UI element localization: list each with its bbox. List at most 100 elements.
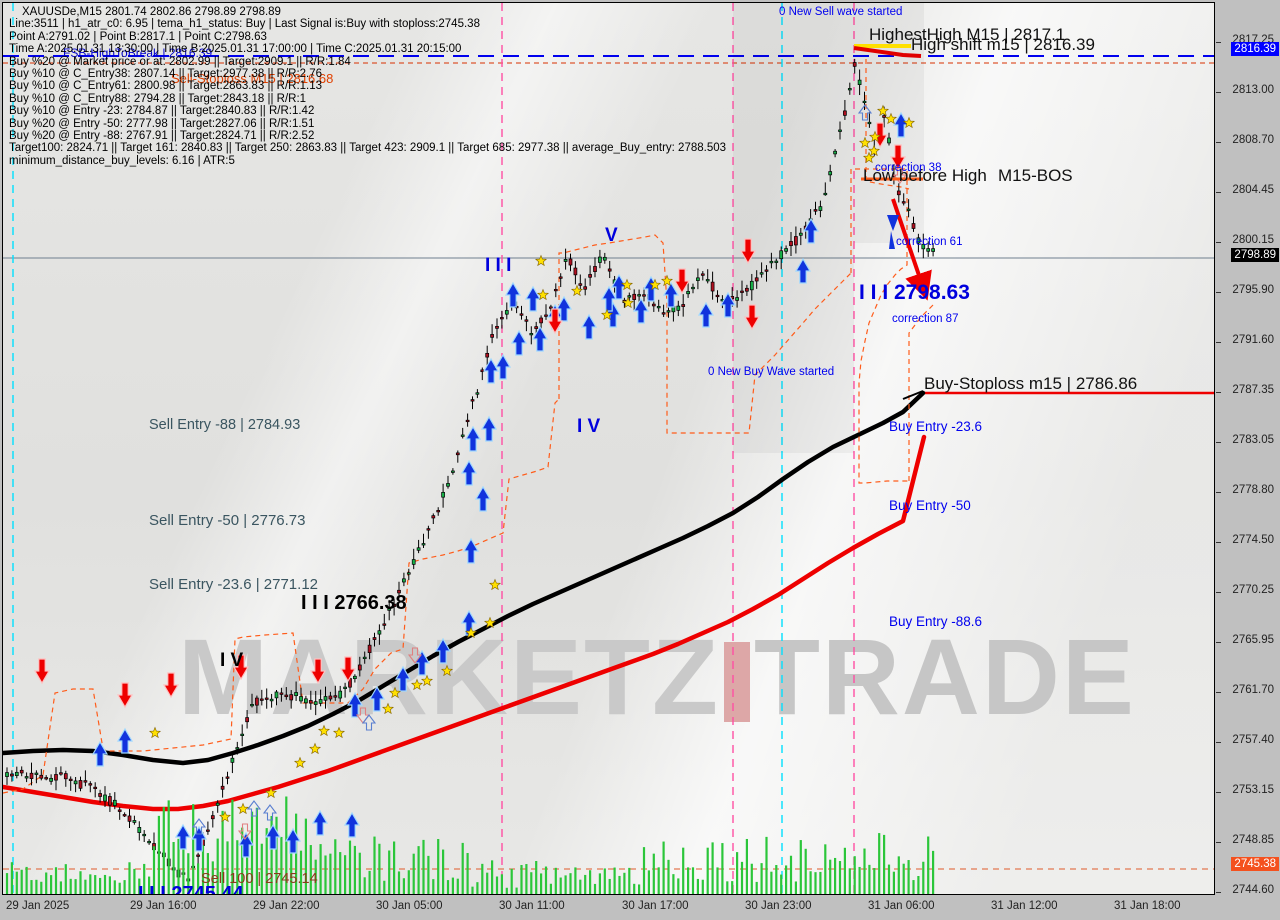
candle-body xyxy=(39,774,44,779)
candle-body xyxy=(544,314,548,317)
price-axis-tick xyxy=(1216,642,1221,643)
candle-body xyxy=(735,297,739,301)
candle-body xyxy=(500,317,504,320)
candle-body xyxy=(867,121,872,125)
candle-body xyxy=(740,290,744,293)
candle-body xyxy=(24,776,29,779)
star-marker-icon xyxy=(293,756,307,769)
chart-graphics xyxy=(3,3,1214,894)
candle-body xyxy=(789,241,793,247)
correction-87-arrow xyxy=(891,198,932,301)
candle-body xyxy=(225,776,230,779)
wave-label-iv-mid: I V xyxy=(577,416,601,437)
price-axis-label: 2748.85 xyxy=(1232,834,1274,846)
candle-body xyxy=(460,434,465,437)
star-marker-icon xyxy=(876,104,890,117)
price-axis-tick xyxy=(1216,142,1221,143)
info-line-4: Buy %10 @ C_Entry38: 2807.14 || Target:2… xyxy=(9,68,323,81)
candle-body xyxy=(843,110,847,116)
time-axis-label: 31 Jan 12:00 xyxy=(991,900,1058,912)
candle-body xyxy=(416,547,421,551)
candle-body xyxy=(44,777,49,780)
new-buy-wave-label: 0 New Buy Wave started xyxy=(708,366,835,378)
candle-body xyxy=(828,171,833,176)
candle-body xyxy=(436,510,441,513)
star-marker-icon xyxy=(483,616,497,629)
candle-body xyxy=(230,757,235,763)
buy-arrow-icon xyxy=(460,459,478,486)
time-axis-label: 29 Jan 16:00 xyxy=(130,900,197,912)
buy-signal-outline-icon xyxy=(857,104,873,121)
price-axis-label: 2804.45 xyxy=(1232,184,1274,196)
buy-arrow-icon xyxy=(394,665,412,692)
candle-body xyxy=(147,840,151,844)
time-axis[interactable]: 29 Jan 2025 29 Jan 16:00 29 Jan 22:00 30 Ja… xyxy=(0,896,1280,920)
high-shift-line xyxy=(853,46,922,58)
candle-body xyxy=(754,277,759,282)
star-marker-icon xyxy=(600,308,614,321)
price-axis-label: 2783.05 xyxy=(1232,434,1274,446)
candle-body xyxy=(83,780,88,783)
price-axis-tick xyxy=(1216,742,1221,743)
correction-61-up-arrow xyxy=(887,215,899,231)
time-axis-label: 31 Jan 18:00 xyxy=(1114,900,1181,912)
star-marker-icon xyxy=(488,578,502,591)
volume-series xyxy=(5,796,935,894)
price-axis-tick xyxy=(1216,892,1221,893)
price-axis-tick xyxy=(1216,392,1221,393)
watermark-separator xyxy=(723,642,750,722)
info-line-0: Line:3511 | h1_atr_c0: 6.95 | tema_h1_st… xyxy=(9,18,480,31)
price-axis-tick xyxy=(1216,342,1221,343)
price-axis-tick xyxy=(1216,442,1221,443)
star-marker-icon xyxy=(381,702,395,715)
candle-body xyxy=(255,697,259,706)
candle-body xyxy=(495,325,499,329)
candle-body xyxy=(696,277,700,281)
candle-body xyxy=(833,150,837,155)
correction-38-label: correction 38 xyxy=(875,162,942,174)
price-axis[interactable]: 2817.25 2813.00 2808.70 2804.45 2800.15 2795.… xyxy=(1216,0,1280,896)
candle-body xyxy=(926,248,931,252)
buy-arrow-icon xyxy=(580,313,598,340)
star-marker-icon xyxy=(621,296,635,309)
star-marker-icon xyxy=(858,136,872,149)
new-sell-wave-label: 0 New Sell wave started xyxy=(779,6,903,18)
candle-body xyxy=(304,698,308,704)
price-axis-tick xyxy=(1216,692,1221,693)
buy-arrow-icon xyxy=(642,275,660,302)
candle-body xyxy=(607,268,612,272)
price-chart-canvas[interactable]: MARKETZ TRADE xyxy=(2,2,1215,895)
buy-arrow-icon xyxy=(284,827,302,854)
high-shift-label: High shift m15 | 2816.39 xyxy=(911,35,1095,54)
buy-arrow-icon xyxy=(632,297,650,324)
candle-body xyxy=(259,698,264,701)
candle-body xyxy=(387,608,392,611)
candle-body xyxy=(882,115,886,118)
candle-body xyxy=(367,644,372,653)
candle-body xyxy=(651,303,656,307)
correction-61-label: correction 61 xyxy=(896,236,963,248)
candle-body xyxy=(661,312,666,315)
price-axis-label: 2813.00 xyxy=(1232,84,1274,96)
buy-arrow-icon xyxy=(719,291,737,318)
price-axis-label: 2787.35 xyxy=(1232,384,1274,396)
candle-body xyxy=(250,704,254,707)
price-axis-label: 2761.70 xyxy=(1232,684,1274,696)
buy-entry-236-label: Buy Entry -23.6 xyxy=(889,419,983,434)
sell-arrow-icon xyxy=(33,658,51,685)
candle-body xyxy=(632,293,637,300)
buy-signal-outline-icon xyxy=(191,818,207,835)
sell-signal-outline-icon xyxy=(407,647,423,664)
candle-body xyxy=(838,129,842,132)
symbol-ohlc-line: XAUUSDe,M15 2801.74 2802.86 2798.89 2798… xyxy=(22,6,281,18)
candle-body xyxy=(353,675,357,680)
buy-arrow-icon xyxy=(697,301,715,328)
candle-body xyxy=(588,274,592,278)
price-axis-tick xyxy=(1216,42,1221,43)
candle-body xyxy=(215,802,220,806)
broker-watermark: MARKETZ TRADE xyxy=(178,623,1136,731)
price-axis-tick xyxy=(1216,292,1221,293)
buy-arrow-icon xyxy=(524,285,542,312)
candle-body xyxy=(54,774,58,781)
candle-body xyxy=(475,392,480,395)
